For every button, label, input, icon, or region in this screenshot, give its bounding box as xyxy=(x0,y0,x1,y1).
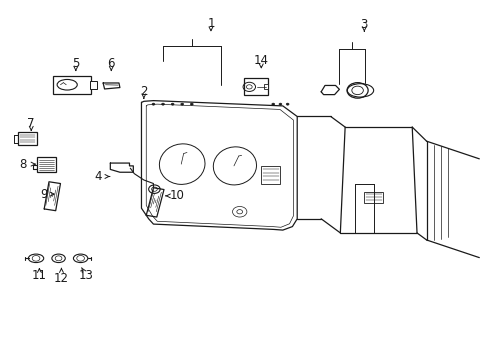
Text: 6: 6 xyxy=(107,57,115,70)
Circle shape xyxy=(171,103,174,105)
Text: 7: 7 xyxy=(27,117,35,130)
Text: 9: 9 xyxy=(41,188,48,201)
Bar xyxy=(263,84,268,89)
Bar xyxy=(18,132,37,145)
Bar xyxy=(364,192,383,203)
Circle shape xyxy=(181,103,183,105)
Circle shape xyxy=(190,103,193,105)
Text: 11: 11 xyxy=(32,270,47,283)
Circle shape xyxy=(279,103,281,105)
Bar xyxy=(244,78,267,95)
Text: 8: 8 xyxy=(20,158,27,171)
Circle shape xyxy=(271,103,274,105)
Bar xyxy=(38,157,56,172)
Text: 3: 3 xyxy=(360,18,367,31)
Text: 10: 10 xyxy=(170,189,184,202)
Text: 1: 1 xyxy=(207,17,214,30)
Text: 14: 14 xyxy=(253,54,268,67)
Text: 4: 4 xyxy=(94,170,102,183)
Bar xyxy=(53,76,91,94)
Circle shape xyxy=(161,103,164,105)
Circle shape xyxy=(152,103,155,105)
Text: 2: 2 xyxy=(140,85,147,98)
Circle shape xyxy=(285,103,288,105)
Text: 12: 12 xyxy=(54,271,69,284)
Bar xyxy=(261,166,280,184)
Text: 5: 5 xyxy=(72,57,80,70)
Text: 13: 13 xyxy=(79,270,94,283)
Bar xyxy=(90,81,97,89)
